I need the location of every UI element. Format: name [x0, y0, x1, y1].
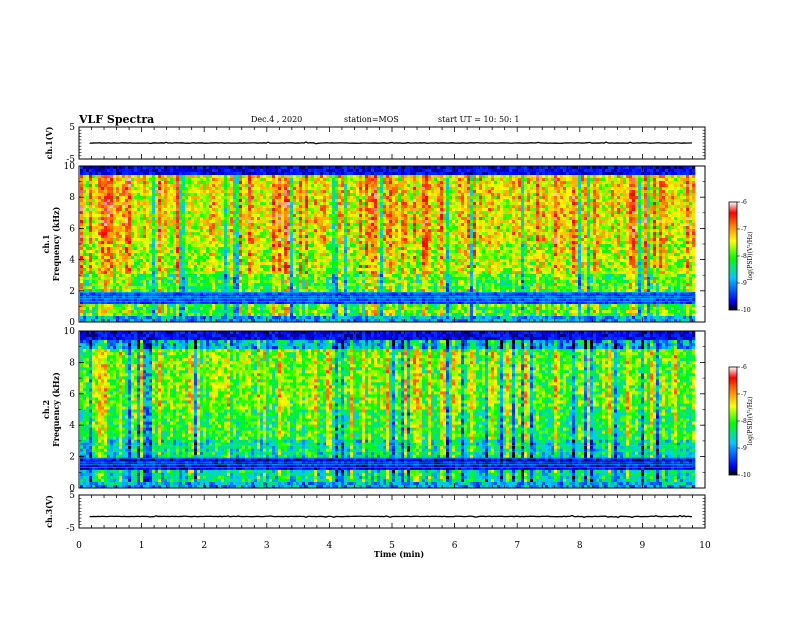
- ch1-waveform-panel: 5-5ch.1(V): [44, 123, 705, 165]
- x-tick-label: 1: [139, 541, 145, 551]
- header-station: station=MOS: [344, 115, 399, 124]
- y-tick-label: 10: [64, 327, 76, 337]
- y-tick-label: 6: [69, 224, 75, 234]
- y-tick-label: 4: [69, 421, 75, 431]
- spectrogram-image: [79, 166, 705, 322]
- y-axis-label: ch.1(V): [44, 126, 54, 159]
- x-tick-label: 6: [452, 541, 458, 551]
- x-tick-label: 2: [201, 541, 207, 551]
- x-tick-label: 9: [640, 541, 646, 551]
- x-tick-label: 7: [514, 541, 520, 551]
- y-axis-label: ch.3(V): [44, 495, 54, 528]
- x-axis-label: Time (min): [374, 549, 424, 559]
- y-axis-label: ch.1Frequency (kHz): [41, 206, 61, 281]
- y-tick-label: 5: [69, 123, 75, 133]
- y-tick-label: -5: [66, 524, 75, 534]
- header-start-time: start UT = 10: 50: 1: [438, 115, 519, 124]
- colorbar-label: log(PSD)(V²/Hz): [747, 232, 754, 281]
- colorbar-label: log(PSD)(V²/Hz): [747, 397, 754, 446]
- colorbar-tick-label: -10: [741, 472, 751, 479]
- x-tick-label: 3: [264, 541, 270, 551]
- y-tick-label: 8: [69, 193, 75, 203]
- y-tick-label: 10: [64, 162, 76, 172]
- y-axis-label: ch.2Frequency (kHz): [41, 372, 61, 447]
- y-tick-label: 2: [69, 287, 75, 297]
- y-tick-label: 5: [69, 491, 75, 501]
- y-tick-label: 6: [69, 390, 75, 400]
- figure-title: VLF Spectra: [78, 113, 154, 126]
- y-tick-label: 4: [69, 256, 75, 266]
- colorbar-gradient: [729, 202, 737, 310]
- spectrogram-image: [79, 331, 705, 488]
- x-tick-label: 0: [76, 541, 82, 551]
- x-tick-label: 10: [699, 541, 711, 551]
- header-date: Dec.4 , 2020: [251, 115, 302, 124]
- colorbar-tick-label: -10: [741, 307, 751, 314]
- x-tick-label: 8: [577, 541, 583, 551]
- colorbar-tick-label: -6: [741, 199, 747, 206]
- x-tick-label: 4: [327, 541, 333, 551]
- colorbar-gradient: [729, 367, 737, 475]
- y-tick-label: 8: [69, 358, 75, 368]
- y-tick-label: 2: [69, 453, 75, 463]
- colorbar-tick-label: -6: [741, 364, 747, 371]
- ch3-waveform-panel: 5 -5 ch.3(V): [44, 491, 705, 534]
